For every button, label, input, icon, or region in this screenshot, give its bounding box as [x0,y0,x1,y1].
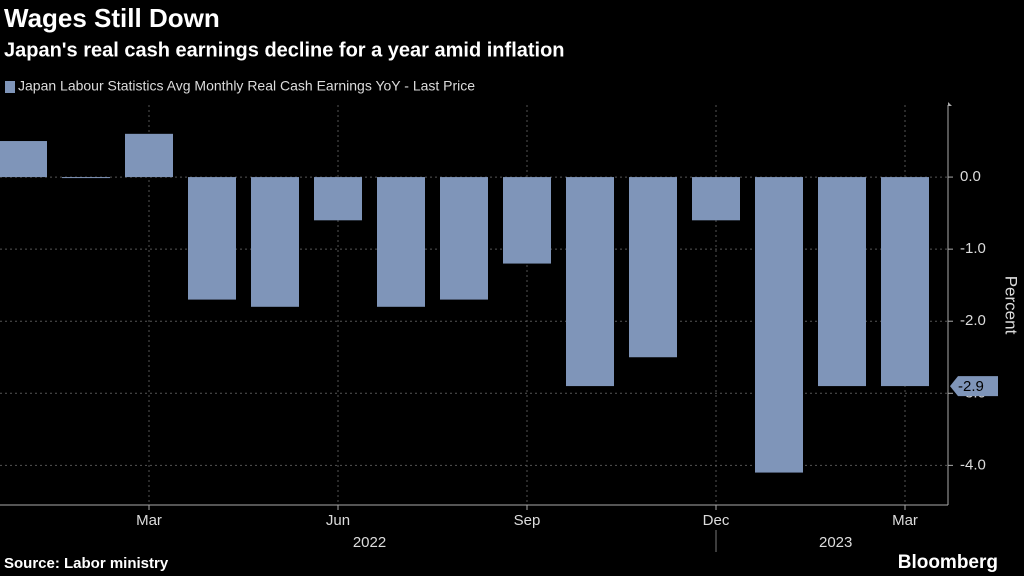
brand: Bloomberg [898,552,998,573]
chart-title: Wages Still Down [4,3,220,33]
bar [503,177,551,264]
bar [818,177,866,387]
bar [125,133,173,178]
y-tick-label: -2.0 [960,312,986,329]
bar [377,177,425,307]
y-tick-label: -1.0 [960,240,986,257]
bar [188,177,236,300]
legend-label: Japan Labour Statistics Avg Monthly Real… [18,78,475,94]
x-tick-label: Mar [892,512,918,529]
x-tick-label: Dec [703,512,730,529]
last-value-label: -2.9 [958,378,984,395]
bar [566,177,614,387]
bar [440,177,488,300]
bar [62,177,110,179]
x-tick-label: Jun [326,512,350,529]
chart-subtitle: Japan's real cash earnings decline for a… [4,39,565,61]
axis-arrow [948,102,952,106]
source: Source: Labor ministry [4,555,169,572]
legend-swatch [5,81,15,93]
bar [251,177,299,307]
bar [881,177,929,387]
x-group-label: 2023 [819,534,852,551]
bar [692,177,740,221]
x-group-label: 2022 [353,534,386,551]
y-axis-title: Percent [1002,276,1021,335]
bar [755,177,803,473]
last-value-box [950,376,998,397]
x-tick-label: Mar [136,512,162,529]
bar [0,141,47,178]
bar [629,177,677,358]
bar [314,177,362,221]
x-tick-label: Sep [514,512,541,529]
y-tick-label: 0.0 [960,168,981,185]
y-tick-label: -4.0 [960,456,986,473]
